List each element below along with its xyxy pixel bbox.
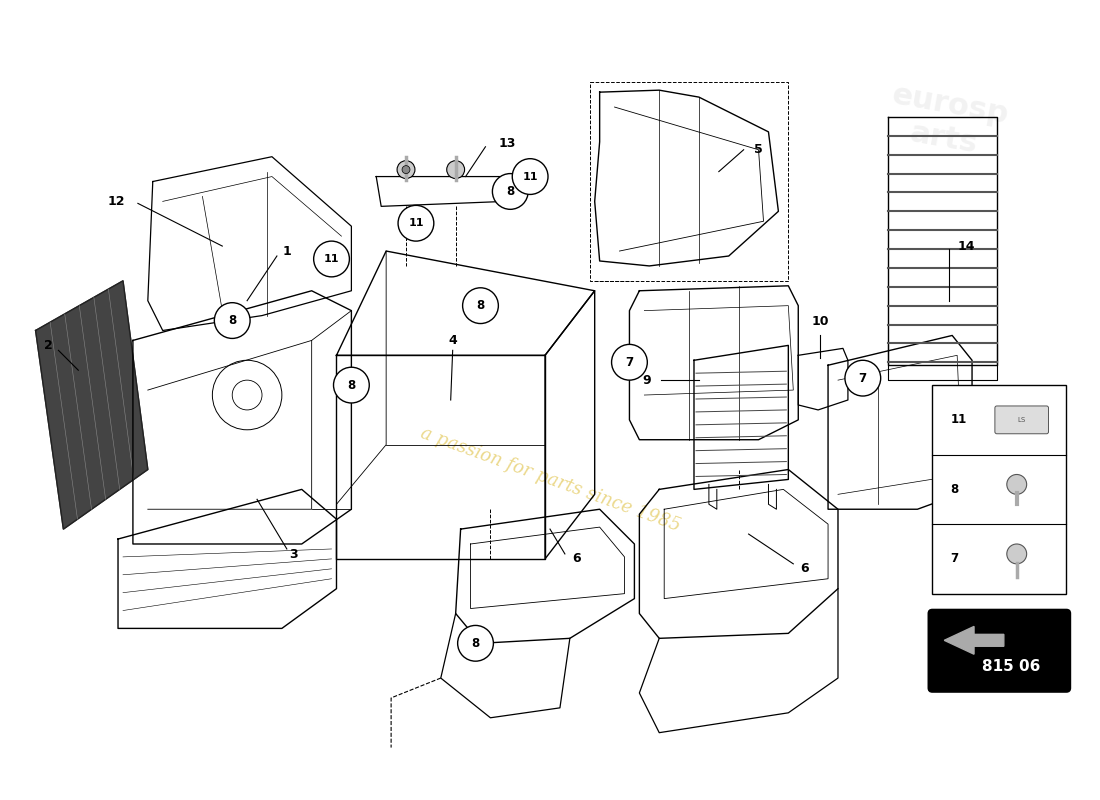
Text: 7: 7	[950, 552, 958, 566]
Text: 8: 8	[472, 637, 480, 650]
Text: 12: 12	[108, 195, 125, 208]
Text: 11: 11	[522, 171, 538, 182]
Text: a passion for parts since 1985: a passion for parts since 1985	[418, 424, 682, 535]
Circle shape	[513, 158, 548, 194]
Circle shape	[214, 302, 250, 338]
Circle shape	[845, 360, 881, 396]
Polygon shape	[35, 281, 147, 529]
Text: 8: 8	[228, 314, 236, 327]
Text: 11: 11	[950, 414, 967, 426]
Text: 3: 3	[289, 549, 298, 562]
Text: 6: 6	[572, 552, 581, 566]
Circle shape	[493, 174, 528, 210]
Text: 7: 7	[859, 372, 867, 385]
Text: 2: 2	[44, 339, 53, 352]
Polygon shape	[944, 626, 1004, 654]
Text: 11: 11	[323, 254, 339, 264]
Text: 8: 8	[950, 483, 958, 496]
Circle shape	[458, 626, 494, 661]
Circle shape	[612, 344, 647, 380]
Circle shape	[398, 206, 433, 241]
FancyBboxPatch shape	[994, 406, 1048, 434]
FancyBboxPatch shape	[928, 610, 1070, 692]
Text: 4: 4	[449, 334, 458, 347]
FancyBboxPatch shape	[933, 385, 1066, 594]
Text: 9: 9	[642, 374, 651, 386]
Circle shape	[447, 161, 464, 178]
Text: 14: 14	[957, 239, 975, 253]
Circle shape	[1006, 474, 1026, 494]
Circle shape	[1006, 544, 1026, 564]
Text: 10: 10	[812, 315, 829, 329]
Circle shape	[402, 166, 410, 174]
Text: LS: LS	[1018, 417, 1026, 423]
Text: 6: 6	[800, 562, 808, 575]
Circle shape	[463, 288, 498, 323]
Text: 13: 13	[498, 138, 516, 150]
Circle shape	[397, 161, 415, 178]
Circle shape	[314, 241, 350, 277]
Text: eurosp
arts: eurosp arts	[883, 81, 1011, 163]
Text: 8: 8	[476, 299, 485, 312]
Text: 7: 7	[626, 356, 634, 369]
Text: 5: 5	[754, 143, 762, 156]
Text: 815 06: 815 06	[982, 658, 1041, 674]
Text: 1: 1	[283, 245, 292, 258]
Text: 11: 11	[408, 218, 424, 228]
Text: 8: 8	[348, 378, 355, 392]
Circle shape	[333, 367, 370, 403]
Text: 8: 8	[506, 185, 515, 198]
